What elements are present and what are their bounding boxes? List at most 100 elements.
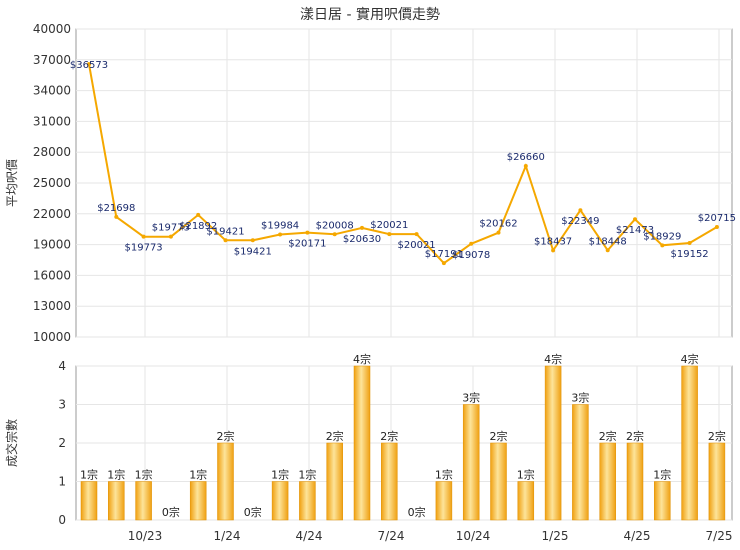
price-data-label: $20008 <box>316 220 354 231</box>
x-tick-label: 7/25 <box>706 529 733 543</box>
transaction-bar <box>135 481 152 521</box>
transaction-bar <box>572 404 589 521</box>
transaction-bar <box>80 481 98 521</box>
x-tick-label: 7/24 <box>378 529 405 543</box>
transaction-bar <box>599 442 616 521</box>
transaction-data-label: 3宗 <box>571 391 589 405</box>
transaction-data-label: 2宗 <box>490 429 508 443</box>
transaction-bar <box>271 481 289 521</box>
transaction-bar <box>626 442 644 521</box>
price-point <box>578 208 583 213</box>
price-point <box>223 238 228 243</box>
price-data-label: $21473 <box>616 225 654 236</box>
transaction-data-label: 1宗 <box>80 468 98 482</box>
price-data-label: $18929 <box>643 231 681 242</box>
price-data-label: $21698 <box>97 203 135 214</box>
price-point <box>551 248 556 253</box>
line-y-tick-label: 31000 <box>33 114 71 128</box>
line-y-tick-label: 28000 <box>33 145 71 159</box>
line-y-tick-label: 16000 <box>33 268 71 282</box>
transaction-data-label: 1宗 <box>135 468 153 482</box>
transaction-data-label: 1宗 <box>653 468 671 482</box>
price-point <box>633 217 637 222</box>
price-point <box>87 62 91 67</box>
transaction-bar <box>217 442 234 521</box>
price-point <box>387 232 392 237</box>
line-y-tick-label: 40000 <box>33 22 71 36</box>
price-line-panel: 40000 37000 34000 31000 28000 25000 22000 19000… <box>5 22 736 344</box>
x-tick-label: 10/24 <box>456 529 491 543</box>
price-data-label: $18437 <box>534 236 572 247</box>
price-point <box>305 230 310 235</box>
transaction-data-label: 3宗 <box>462 391 480 405</box>
transaction-bar <box>654 481 671 521</box>
price-point <box>250 238 255 243</box>
price-point <box>469 241 474 246</box>
price-point <box>660 243 665 248</box>
transaction-bar <box>108 481 125 521</box>
price-point <box>496 230 501 235</box>
transaction-data-label: 2宗 <box>708 429 726 443</box>
price-data-label: $19421 <box>234 246 272 257</box>
price-data-label: $22349 <box>561 216 599 227</box>
x-tick-label: 1/25 <box>542 529 569 543</box>
line-y-tick-label: 25000 <box>33 176 71 190</box>
chart-title: 漾日居 - 實用呎價走勢 <box>300 7 440 23</box>
transaction-data-label: 4宗 <box>681 352 699 366</box>
transaction-data-label: 2宗 <box>326 429 344 443</box>
x-tick-label: 1/24 <box>214 529 241 543</box>
price-data-label: $19773 <box>152 223 190 234</box>
transaction-bar <box>353 365 371 521</box>
bar-y-axis-label: 成交宗數 <box>4 419 19 467</box>
price-data-label: $19421 <box>206 226 244 237</box>
transaction-bar <box>462 404 480 521</box>
price-point <box>360 225 364 230</box>
price-point <box>523 163 528 168</box>
price-point <box>114 214 119 219</box>
bar-y-tick-label: 1 <box>58 475 66 489</box>
transaction-data-label: 1宗 <box>298 468 316 482</box>
price-data-label: $20171 <box>288 239 326 250</box>
price-data-label: $20630 <box>343 234 381 245</box>
price-data-label: $18448 <box>589 236 627 247</box>
price-data-label: $20162 <box>479 219 517 230</box>
price-point <box>414 232 419 237</box>
x-tick-label: 10/23 <box>128 529 163 543</box>
line-y-tick-label: 34000 <box>33 84 71 98</box>
price-point <box>332 232 337 237</box>
bar-y-tick-label: 4 <box>58 359 66 373</box>
transaction-data-label: 2宗 <box>217 429 235 443</box>
transaction-data-label: 1宗 <box>189 468 207 482</box>
line-y-tick-label: 37000 <box>33 53 71 67</box>
transaction-data-label: 2宗 <box>380 429 398 443</box>
x-tick-label: 4/25 <box>624 529 651 543</box>
line-y-tick-label: 13000 <box>33 299 71 313</box>
price-data-label: $20021 <box>398 240 436 251</box>
transaction-data-label: 1宗 <box>517 468 535 482</box>
price-data-label: $20021 <box>370 220 408 231</box>
line-y-tick-label: 19000 <box>33 238 71 252</box>
x-tick-label: 4/24 <box>296 529 323 543</box>
price-data-label: $17191 <box>425 249 463 260</box>
price-data-label: $21892 <box>179 221 217 232</box>
price-point <box>605 248 610 253</box>
line-y-axis-label: 平均呎價 <box>5 159 19 207</box>
transaction-data-label: 0宗 <box>162 505 180 519</box>
price-data-label: $20715 <box>698 213 736 224</box>
transaction-bar <box>381 442 398 521</box>
bar-y-tick-label: 0 <box>58 513 66 527</box>
price-data-label: $19773 <box>125 243 163 254</box>
price-data-label: $36573 <box>70 60 108 71</box>
transaction-bar <box>435 481 453 521</box>
transaction-data-label: 0宗 <box>244 505 262 519</box>
transaction-bar <box>708 442 726 521</box>
transaction-bar <box>189 481 207 521</box>
bar-y-tick-label: 3 <box>58 398 66 412</box>
transaction-data-label: 2宗 <box>626 429 644 443</box>
transaction-bar <box>544 365 562 521</box>
transaction-data-label: 1宗 <box>435 468 453 482</box>
price-point <box>168 234 173 239</box>
transaction-data-label: 1宗 <box>107 468 125 482</box>
transaction-bar <box>490 442 507 521</box>
transactions-bar-panel: 4 3 2 1 0 成交宗數 1宗 1宗 1宗 0宗 1宗 2宗 0宗 1宗 1宗 2宗 4宗 2宗 0宗 1宗 3宗 2… <box>4 352 733 543</box>
